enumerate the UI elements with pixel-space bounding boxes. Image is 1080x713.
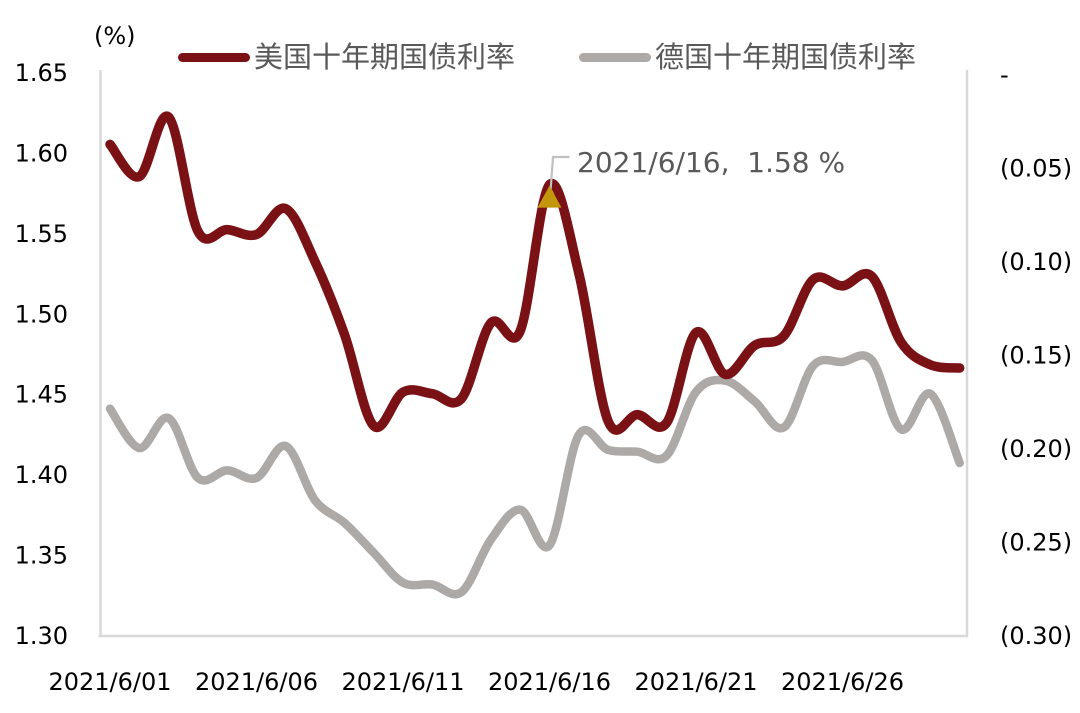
right-axis-tick-label: -: [1000, 61, 1009, 89]
peak-annotation-label: 2021/6/16, 1.58 %: [577, 146, 846, 179]
right-axis-tick-label: (0.10): [1000, 248, 1072, 276]
us-series-line: [105, 111, 965, 435]
x-axis-tick-label: 2021/6/01: [48, 668, 171, 696]
x-axis-tick-label: 2021/6/06: [195, 668, 318, 696]
left-axis-tick-label: 1.55: [15, 220, 68, 248]
left-axis-tick-label: 1.60: [15, 139, 68, 167]
right-axis-tick-label: (0.25): [1000, 529, 1072, 557]
right-axis-tick-label: (0.15): [1000, 342, 1072, 370]
peak-marker-triangle-icon: [537, 185, 562, 208]
de-series-line: [105, 351, 964, 599]
x-axis-tick-label: 2021/6/26: [781, 668, 904, 696]
legend: 美国十年期国债利率 德国十年期国债利率: [178, 42, 916, 72]
left-axis-tick-label: 1.45: [15, 381, 68, 409]
right-axis-tick-label: (0.05): [1000, 155, 1072, 183]
x-axis-tick-label: 2021/6/21: [634, 668, 757, 696]
us-series-line-swatch: [178, 52, 250, 62]
left-axis-tick-label: 1.50: [15, 300, 68, 328]
legend-label-us: 美国十年期国债利率: [254, 40, 516, 74]
right-axis-tick-label: (0.20): [1000, 435, 1072, 463]
right-axis-tick-label: (0.30): [1000, 622, 1072, 650]
right-axis-tick-labels: - (0.05) (0.10) (0.15) (0.20) (0.25) (0.30): [1000, 61, 1072, 650]
x-axis-tick-labels: 2021/6/01 2021/6/06 2021/6/11 2021/6/16 2021…: [48, 668, 904, 696]
legend-label-de: 德国十年期国债利率: [655, 40, 917, 74]
de-series-line-swatch: [579, 52, 652, 62]
left-axis-tick-label: 1.65: [15, 59, 68, 87]
left-axis-unit-label: (%): [94, 22, 136, 50]
left-axis-tick-label: 1.30: [15, 622, 68, 650]
left-axis-tick-label: 1.35: [15, 542, 68, 570]
left-axis-tick-label: 1.40: [15, 461, 68, 489]
x-axis-tick-label: 2021/6/16: [488, 668, 611, 696]
axis-lines: [98, 70, 969, 638]
x-axis-tick-label: 2021/6/11: [341, 668, 464, 696]
legend-item-us: 美国十年期国债利率: [178, 42, 515, 72]
annotation-leader-line: [549, 155, 570, 192]
legend-item-de: 德国十年期国债利率: [579, 42, 916, 72]
left-axis-tick-labels: 1.65 1.60 1.55 1.50 1.45 1.40 1.35 1.30: [15, 59, 68, 650]
